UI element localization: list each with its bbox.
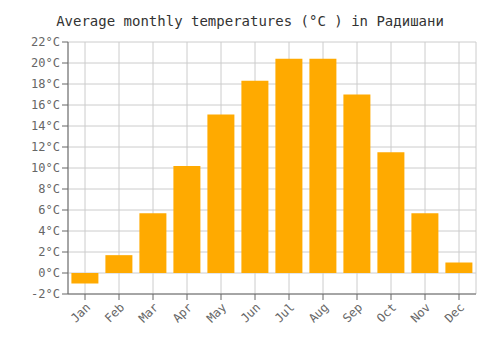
svg-text:14°C: 14°C bbox=[31, 119, 60, 133]
svg-text:Aug: Aug bbox=[306, 300, 331, 325]
svg-text:May: May bbox=[204, 300, 229, 325]
svg-text:22°C: 22°C bbox=[31, 35, 60, 49]
svg-text:Mar: Mar bbox=[136, 300, 161, 325]
svg-text:Apr: Apr bbox=[170, 300, 195, 325]
svg-text:Jul: Jul bbox=[272, 300, 297, 325]
svg-text:Sep: Sep bbox=[340, 300, 365, 325]
svg-text:10°C: 10°C bbox=[31, 161, 60, 175]
svg-text:2°C: 2°C bbox=[38, 245, 60, 259]
svg-text:6°C: 6°C bbox=[38, 203, 60, 217]
svg-text:0°C: 0°C bbox=[38, 266, 60, 280]
svg-text:4°C: 4°C bbox=[38, 224, 60, 238]
svg-text:16°C: 16°C bbox=[31, 98, 60, 112]
html-text:Average monthly temperatures (: Average monthly temperatures (°C ) in Ра… bbox=[56, 13, 444, 29]
svg-text:8°C: 8°C bbox=[38, 182, 60, 196]
svg-text:-2°C: -2°C bbox=[31, 287, 60, 301]
svg-text:20°C: 20°C bbox=[31, 56, 60, 70]
svg-text:Nov: Nov bbox=[408, 300, 433, 325]
svg-text:Jan: Jan bbox=[68, 300, 93, 325]
svg-text:Jun: Jun bbox=[238, 300, 263, 325]
svg-text:Dec: Dec bbox=[442, 300, 467, 325]
svg-text:Oct: Oct bbox=[374, 300, 399, 325]
svg-text:18°C: 18°C bbox=[31, 77, 60, 91]
svg-text:Feb: Feb bbox=[102, 300, 127, 325]
svg-text:12°C: 12°C bbox=[31, 140, 60, 154]
